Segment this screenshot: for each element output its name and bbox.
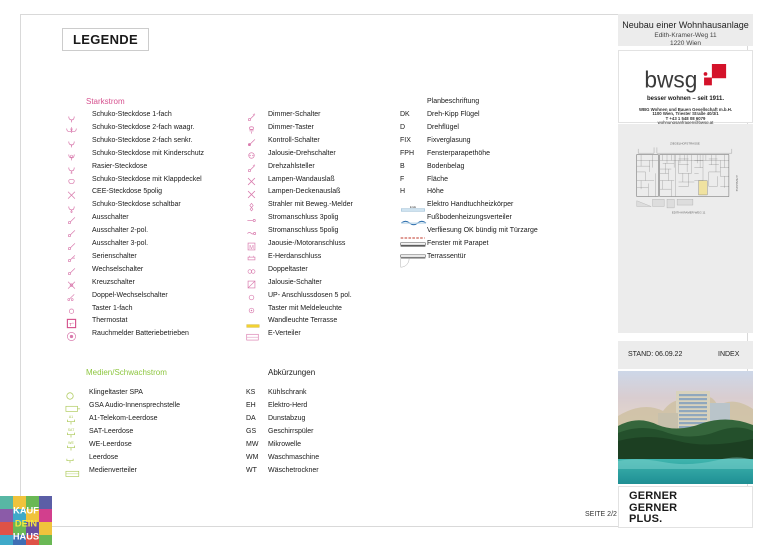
svg-text:EDITH-KRAMER-WEG 11: EDITH-KRAMER-WEG 11 — [672, 211, 706, 215]
svg-text:M: M — [249, 244, 254, 250]
svg-text:A1: A1 — [69, 415, 73, 419]
svg-text:SAT: SAT — [68, 428, 75, 432]
svg-text:HAUS: HAUS — [13, 532, 39, 542]
svg-text:KAUF: KAUF — [13, 506, 39, 516]
svg-text:LEHENGASSE: LEHENGASSE — [735, 175, 738, 192]
svg-text:ZIEGELHOFSTRASSE: ZIEGELHOFSTRASSE — [670, 142, 700, 146]
svg-text:bwsg: bwsg — [644, 66, 697, 92]
svg-text:T°: T° — [69, 322, 74, 328]
svg-text:E HE: E HE — [410, 205, 416, 209]
svg-text:WE: WE — [68, 441, 74, 445]
svg-text:DEIN: DEIN — [15, 519, 37, 529]
